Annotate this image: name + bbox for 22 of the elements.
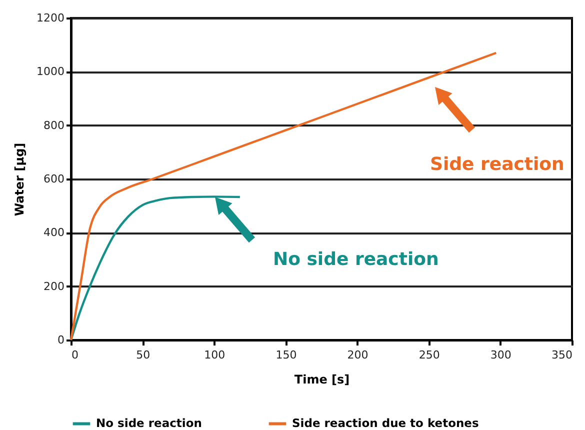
x-tick-label: 250 xyxy=(418,348,440,362)
y-axis-title: Water [µg] xyxy=(12,142,27,216)
x-tick-label: 200 xyxy=(347,348,368,362)
annotation: Side reaction xyxy=(430,154,564,175)
x-tick-label: 150 xyxy=(276,348,297,362)
x-tick-label: 350 xyxy=(552,348,572,362)
y-tick-label: 200 xyxy=(44,280,64,293)
legend-label: Side reaction due to ketones xyxy=(292,416,479,430)
x-tick-label: 100 xyxy=(204,348,226,362)
y-tick-label: 1000 xyxy=(36,65,64,78)
y-tick-label: 400 xyxy=(44,226,64,240)
y-tick-label: 0 xyxy=(58,334,64,346)
x-tick-label: 0 xyxy=(72,348,78,362)
x-axis-title: Time [s] xyxy=(294,372,350,386)
y-tick-label: 800 xyxy=(44,118,64,132)
x-tick-label: 50 xyxy=(136,348,150,362)
y-tick-label: 1200 xyxy=(36,12,64,24)
legend-label: No side reaction xyxy=(96,416,202,430)
x-tick-label: 300 xyxy=(490,348,512,362)
annotation: No side reaction xyxy=(273,249,439,270)
line-series xyxy=(70,196,242,342)
y-tick-label: 600 xyxy=(44,172,64,186)
